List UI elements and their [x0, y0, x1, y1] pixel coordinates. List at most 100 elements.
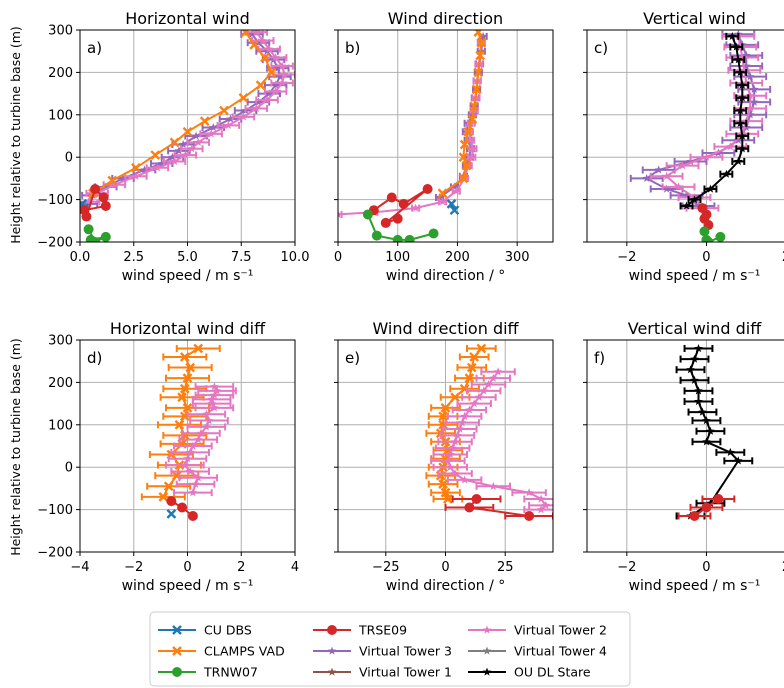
- panel-title: Vertical wind: [643, 9, 746, 28]
- legend-label: Virtual Tower 2: [514, 623, 607, 638]
- data-point: [541, 500, 551, 509]
- x-tick-label: 100: [385, 250, 410, 265]
- data-point: [177, 502, 188, 513]
- legend-marker: [327, 646, 337, 655]
- data-point: [194, 435, 203, 444]
- data-point: [458, 173, 469, 184]
- legend-marker: [172, 625, 182, 635]
- data-point: [428, 228, 439, 239]
- data-point: [210, 382, 219, 391]
- data-point: [734, 456, 743, 465]
- x-tick-label: 10.0: [281, 250, 310, 265]
- data-point: [446, 462, 455, 471]
- data-point: [183, 454, 192, 463]
- data-point: [210, 390, 219, 399]
- y-axis-label-top: Height relative to turbine base (m): [8, 26, 23, 244]
- data-point: [443, 456, 453, 465]
- data-point: [740, 65, 749, 74]
- plot-area: [425, 343, 553, 521]
- data-point: [226, 114, 235, 123]
- data-point: [185, 447, 195, 456]
- plot-area: [629, 30, 772, 242]
- data-point: [466, 135, 475, 144]
- data-point: [742, 78, 751, 87]
- data-point: [702, 437, 711, 446]
- data-point: [174, 146, 184, 155]
- data-point: [277, 61, 287, 70]
- data-point: [694, 344, 703, 353]
- data-point: [182, 373, 193, 384]
- legend-entry: Virtual Tower 2: [468, 623, 607, 638]
- series-trnw07: [362, 209, 439, 242]
- data-point: [467, 114, 478, 124]
- y-tick-label: 100: [48, 108, 73, 123]
- data-point: [194, 137, 203, 146]
- panel-3: −2 0 2 Vertical wind c) wind speed / m s⁻¹: [583, 9, 784, 284]
- panel-2: 0 100 200 300 Wind direction b) wind direction…: [334, 9, 554, 284]
- data-point: [168, 152, 177, 161]
- x-tick-label: 2: [782, 250, 784, 265]
- x-tick-label: −4: [70, 560, 89, 575]
- panel-1: 0.0 2.5 5.0 7.5 10.0 −200 −100 0 100 200 300 Horizo…: [37, 9, 309, 284]
- legend-label: TRNW07: [203, 665, 258, 680]
- data-point: [199, 116, 210, 127]
- series-ou-dl-stare: [675, 344, 754, 520]
- x-tick-label: 7.5: [231, 250, 252, 265]
- data-point: [703, 237, 714, 242]
- x-tick-label: −2: [617, 250, 636, 265]
- series-virtual-tower-3: [80, 30, 292, 208]
- data-point: [493, 367, 503, 376]
- data-point: [689, 510, 700, 521]
- data-point: [686, 365, 695, 374]
- legend-label: CLAMPS VAD: [204, 644, 285, 659]
- data-point: [262, 46, 272, 55]
- data-point: [411, 203, 420, 212]
- data-point: [450, 392, 460, 403]
- data-point: [742, 123, 751, 132]
- series-line: [87, 31, 286, 203]
- data-point: [722, 169, 731, 178]
- data-point: [473, 30, 484, 37]
- panel-label: f): [594, 349, 605, 367]
- x-tick-label: 5.0: [177, 250, 198, 265]
- y-tick-label: 0: [65, 151, 73, 166]
- y-axis-label-bottom: Height relative to turbine base (m): [8, 338, 23, 556]
- data-point: [702, 416, 711, 425]
- panel-4: −4 −2 0 2 4 −200 −100 0 100 200 300 Horizontal wind…: [37, 319, 299, 594]
- data-point: [452, 186, 461, 195]
- data-point: [178, 140, 188, 149]
- data-point: [464, 502, 475, 513]
- data-point: [749, 97, 759, 106]
- data-point: [210, 403, 219, 412]
- legend-entry: Virtual Tower 4: [468, 644, 607, 659]
- panel-label: c): [594, 39, 608, 57]
- data-point: [212, 386, 222, 395]
- data-point: [706, 498, 715, 507]
- data-point: [269, 55, 278, 64]
- data-point: [463, 126, 474, 137]
- data-point: [698, 407, 707, 416]
- data-point: [252, 103, 261, 113]
- axes-frame: [337, 29, 554, 243]
- data-point: [479, 386, 488, 395]
- x-axis-label: wind speed / m s⁻¹: [629, 578, 761, 594]
- panel-title: Wind direction: [388, 9, 503, 28]
- data-point: [662, 171, 671, 180]
- data-point: [458, 152, 469, 163]
- legend-label: Virtual Tower 4: [514, 644, 607, 659]
- data-point: [734, 135, 743, 144]
- data-point: [191, 479, 200, 488]
- legend: CU DBS CLAMPS VAD TRNW07 TRSE09 Virtual Towe…: [149, 611, 631, 687]
- data-point: [191, 131, 201, 140]
- data-point: [264, 44, 274, 53]
- data-point: [674, 182, 683, 191]
- data-point: [466, 362, 477, 373]
- data-point: [209, 123, 218, 132]
- data-point: [654, 165, 663, 174]
- x-axis-label: wind speed / m s⁻¹: [122, 268, 254, 284]
- data-point: [443, 494, 453, 504]
- data-point: [464, 373, 475, 384]
- y-tick-label: 300: [48, 334, 73, 349]
- data-point: [371, 230, 382, 241]
- data-point: [180, 460, 190, 469]
